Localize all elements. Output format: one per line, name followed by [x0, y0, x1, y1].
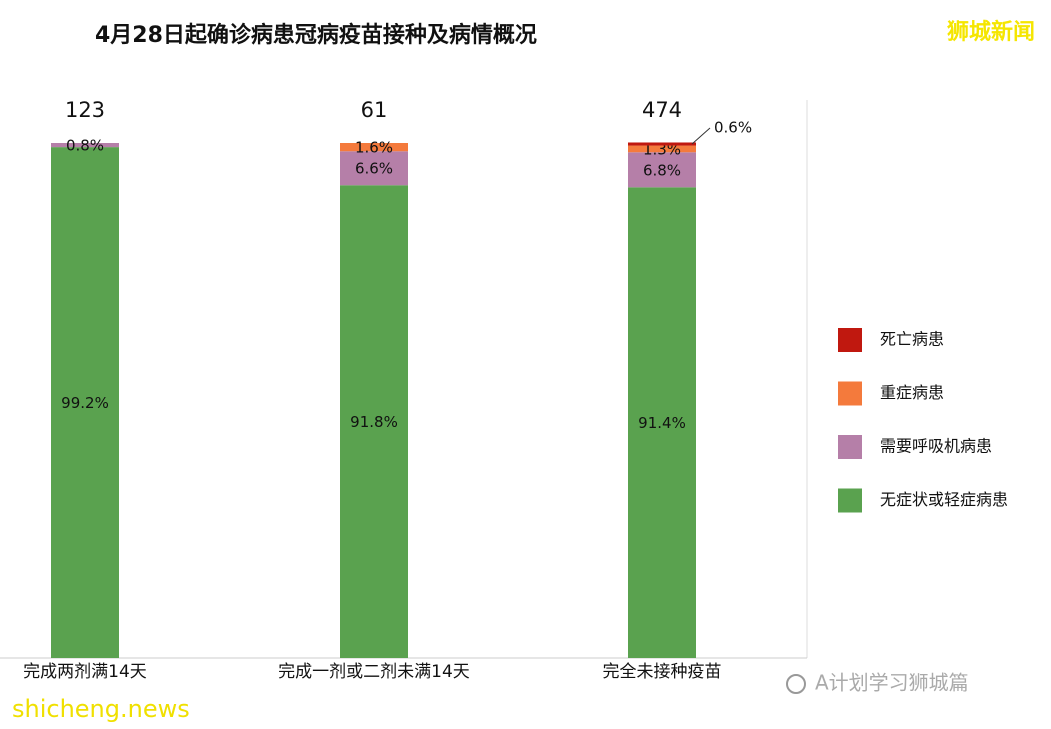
legend-swatch [838, 488, 862, 513]
bar-segment [340, 185, 408, 659]
value-label: 0.6% [714, 119, 752, 137]
bar-segment [628, 152, 696, 188]
bar-segment [628, 187, 696, 659]
wechat-icon [786, 674, 806, 694]
leader-line [691, 127, 711, 145]
bar-segment [628, 142, 696, 146]
legend-label: 死亡病患 [880, 330, 944, 349]
x-tick-label: 完全未接种疫苗 [603, 662, 722, 682]
legend-label: 需要呼吸机病患 [880, 437, 992, 456]
value-label: 1.6% [355, 139, 393, 157]
value-label: 99.2% [61, 394, 109, 412]
value-label: 6.6% [355, 160, 393, 178]
bar-segment [340, 143, 408, 152]
value-label: 6.8% [643, 161, 681, 179]
chart-title: 4月28日起确诊病患冠病疫苗接种及病情概况 [95, 22, 537, 48]
legend-swatch [838, 381, 862, 406]
total-label: 61 [361, 98, 388, 122]
bar-segment [628, 145, 696, 153]
total-label: 123 [65, 98, 105, 122]
watermark: 狮城新闻 [947, 19, 1035, 45]
bar-segment [340, 151, 408, 186]
legend-label: 重症病患 [880, 383, 944, 402]
legend-label: 无症状或轻症病患 [880, 490, 1008, 509]
total-label: 474 [642, 98, 682, 122]
legend-swatch [838, 435, 862, 459]
watermark: shicheng.news [12, 695, 190, 723]
x-tick-label: 完成两剂满14天 [23, 662, 147, 682]
value-label: 91.8% [350, 413, 398, 431]
bar-segment [51, 147, 119, 658]
legend-swatch [838, 328, 862, 352]
bar-segment [51, 143, 119, 148]
x-tick-label: 完成一剂或二剂未满14天 [278, 662, 470, 682]
watermark: A计划学习狮城篇 [815, 671, 969, 695]
value-label: 91.4% [638, 414, 686, 432]
value-label: 0.8% [66, 137, 104, 155]
